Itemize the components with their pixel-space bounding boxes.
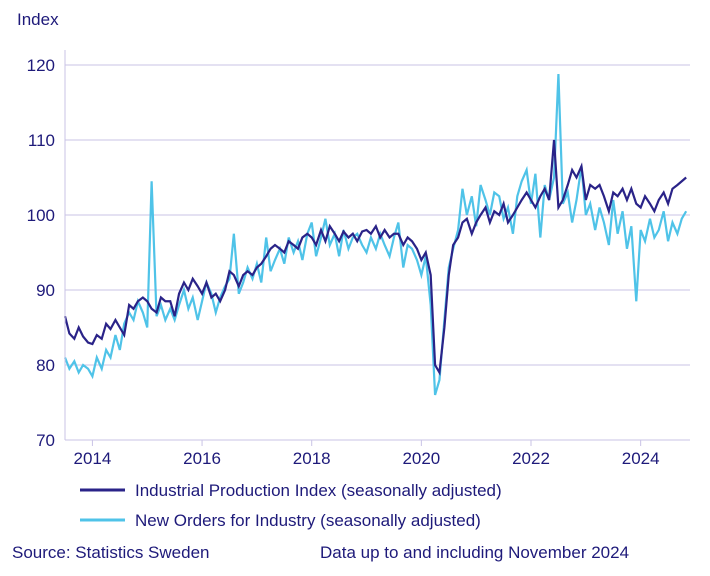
y-tick-label: 110 — [28, 131, 55, 150]
y-tick-label: 90 — [36, 281, 55, 300]
legend: Industrial Production Index (seasonally … — [80, 481, 502, 530]
x-tick-label: 2022 — [512, 449, 550, 468]
y-tick-label: 100 — [27, 206, 55, 225]
legend-label: New Orders for Industry (seasonally adju… — [135, 511, 481, 530]
y-tick-labels: 70 80 90 100 110 120 — [27, 56, 55, 450]
x-tick-label: 2014 — [73, 449, 111, 468]
series-group — [65, 74, 686, 395]
x-tick-label: 2024 — [622, 449, 660, 468]
y-gridlines — [65, 65, 690, 440]
y-tick-label: 120 — [27, 56, 55, 75]
y-tick-label: 70 — [36, 431, 55, 450]
series-line-series_a — [65, 140, 686, 373]
data-range-label: Data up to and including November 2024 — [320, 543, 629, 562]
chart-container: Index 708090100110120 201420162018202020… — [0, 0, 710, 576]
x-tick-labels: 2014 2016 2018 2020 2022 2024 — [73, 449, 659, 468]
x-tick-label: 2016 — [183, 449, 221, 468]
x-tick-label: 2020 — [402, 449, 440, 468]
line-chart: Index 708090100110120 201420162018202020… — [0, 0, 710, 576]
y-tick-label: 80 — [36, 356, 55, 375]
y-axis-title: Index — [17, 10, 59, 29]
legend-label: Industrial Production Index (seasonally … — [135, 481, 502, 500]
series-line-series_b — [65, 74, 686, 395]
x-tick-label: 2018 — [293, 449, 331, 468]
source-label: Source: Statistics Sweden — [12, 543, 209, 562]
x-tick-marks — [92, 440, 640, 446]
